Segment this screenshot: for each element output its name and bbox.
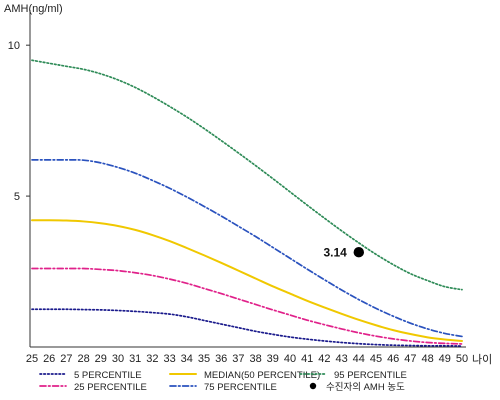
x-tick-label-28: 28 bbox=[77, 353, 89, 365]
series-line-median-50-percentile bbox=[31, 219, 463, 342]
patient-amh-point bbox=[353, 247, 364, 258]
x-tick-label-34: 34 bbox=[181, 353, 193, 365]
x-tick-label-29: 29 bbox=[95, 353, 107, 365]
x-tick-label-45: 45 bbox=[370, 353, 382, 365]
x-tick-label-46: 46 bbox=[387, 353, 399, 365]
x-tick-label-39: 39 bbox=[267, 353, 279, 365]
legend-5-percentile-label: 5 PERCENTILE bbox=[74, 370, 142, 381]
x-tick-label-32: 32 bbox=[146, 353, 158, 365]
x-tick-label-37: 37 bbox=[232, 353, 244, 365]
x-tick-label-31: 31 bbox=[129, 353, 141, 365]
x-tick-label-36: 36 bbox=[215, 353, 227, 365]
legend-median-50-percentile-label: MEDIAN(50 PERCENTILE) bbox=[204, 370, 320, 381]
series-line-5-percentile bbox=[31, 308, 463, 347]
series-line-25-percentile bbox=[31, 267, 463, 345]
legend-75-percentile-label: 75 PERCENTILE bbox=[204, 382, 277, 393]
legend-25-percentile-label: 25 PERCENTILE bbox=[74, 382, 147, 393]
x-tick-label-27: 27 bbox=[60, 353, 72, 365]
x-tick-label-41: 41 bbox=[301, 353, 313, 365]
x-axis-title: 나이 bbox=[472, 353, 492, 366]
x-tick-label-38: 38 bbox=[249, 353, 261, 365]
x-tick-label-30: 30 bbox=[112, 353, 124, 365]
x-tick-label-26: 26 bbox=[43, 353, 55, 365]
x-tick-label-42: 42 bbox=[318, 353, 330, 365]
x-tick-label-25: 25 bbox=[26, 353, 38, 365]
legend-95-percentile-label: 95 PERCENTILE bbox=[334, 370, 407, 381]
x-tick-label-33: 33 bbox=[163, 353, 175, 365]
x-tick-label-49: 49 bbox=[439, 353, 451, 365]
series-line-75-percentile bbox=[31, 158, 463, 338]
x-tick-label-44: 44 bbox=[353, 353, 365, 365]
legend-patient-amh-label: 수진자의 AMH 농도 bbox=[326, 382, 405, 393]
x-tick-label-43: 43 bbox=[335, 353, 347, 365]
x-tick-label-40: 40 bbox=[284, 353, 296, 365]
x-tick-label-50: 50 bbox=[456, 353, 468, 365]
patient-amh-value-label: 3.14 bbox=[323, 246, 347, 260]
series-line-95-percentile bbox=[31, 59, 463, 291]
legend-patient-amh-swatch bbox=[309, 382, 317, 390]
y-tick-label-10: 10 bbox=[8, 40, 20, 52]
x-tick-label-47: 47 bbox=[404, 353, 416, 365]
y-axis-title: AMH(ng/ml) bbox=[4, 3, 63, 15]
y-tick-label-5: 5 bbox=[14, 191, 20, 203]
x-tick-label-35: 35 bbox=[198, 353, 210, 365]
x-tick-label-48: 48 bbox=[421, 353, 433, 365]
